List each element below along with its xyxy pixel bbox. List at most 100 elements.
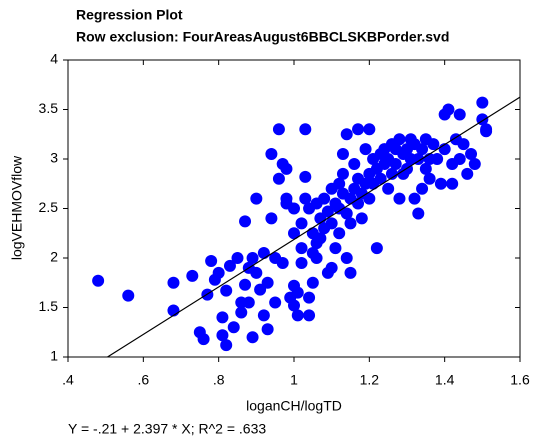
point <box>265 212 278 225</box>
point <box>261 276 274 289</box>
point <box>408 192 421 205</box>
point <box>412 207 425 220</box>
y-tick-label: 2 <box>50 249 58 265</box>
point <box>269 296 282 309</box>
point <box>246 331 259 344</box>
point <box>265 148 278 161</box>
point <box>310 252 323 264</box>
point <box>272 172 285 185</box>
x-tick-label: 1.6 <box>510 372 530 388</box>
point <box>272 123 285 136</box>
point <box>453 108 466 121</box>
point <box>427 138 440 151</box>
point <box>416 182 429 195</box>
point <box>344 217 357 230</box>
y-tick-label: 4 <box>50 51 58 67</box>
chart-subtitle: Row exclusion: FourAreasAugust6BBCLSKBPo… <box>76 29 449 45</box>
regression-line <box>107 96 521 358</box>
point <box>250 266 263 279</box>
point <box>333 227 346 240</box>
x-tick-label: 1.2 <box>360 372 380 388</box>
point <box>250 192 263 205</box>
x-tick-label: 1.4 <box>435 372 455 388</box>
point <box>393 133 406 146</box>
point <box>220 284 233 297</box>
point <box>227 321 240 334</box>
point <box>318 192 331 205</box>
point <box>457 138 470 151</box>
y-tick-label: 3 <box>50 150 58 166</box>
point <box>480 125 493 138</box>
point <box>468 157 481 170</box>
point <box>434 177 447 190</box>
point <box>325 261 338 274</box>
point <box>223 259 236 272</box>
point <box>122 289 135 302</box>
point <box>205 254 218 267</box>
fit-equation: Y = -.21 + 2.397 * X; R^2 = .633 <box>68 421 266 437</box>
point <box>363 192 376 205</box>
point <box>385 167 398 180</box>
point <box>340 252 353 264</box>
point <box>235 306 248 319</box>
y-tick-label: 1.5 <box>39 298 59 314</box>
point <box>370 242 383 255</box>
y-tick-label: 1 <box>50 348 58 364</box>
point <box>299 123 312 136</box>
point <box>299 170 312 183</box>
point <box>303 309 316 322</box>
point <box>382 182 395 195</box>
point <box>186 269 199 282</box>
point <box>288 299 300 312</box>
x-tick-label: .4 <box>62 372 74 388</box>
x-tick-label: .6 <box>137 372 149 388</box>
point <box>303 291 316 304</box>
point <box>257 247 270 260</box>
point <box>348 157 361 170</box>
point <box>276 256 289 269</box>
y-axis-label: logVEHMOVflow <box>9 155 25 260</box>
point <box>92 274 105 287</box>
point <box>220 339 233 352</box>
point <box>242 296 255 309</box>
point <box>306 276 319 289</box>
point <box>231 252 244 264</box>
point <box>314 232 327 245</box>
point <box>295 217 308 230</box>
point <box>359 143 372 156</box>
x-tick-label: .8 <box>213 372 225 388</box>
point <box>412 153 425 165</box>
point <box>393 192 406 205</box>
point <box>355 212 368 225</box>
point <box>325 217 338 230</box>
point <box>389 157 402 170</box>
point <box>419 162 432 175</box>
point <box>295 256 308 269</box>
point <box>321 205 334 218</box>
point <box>453 153 466 165</box>
point <box>465 148 478 161</box>
point <box>295 242 308 255</box>
x-tick-label: 1 <box>290 372 298 388</box>
point <box>280 192 293 205</box>
point <box>336 148 349 161</box>
point <box>431 153 444 165</box>
x-axis-label: loganCH/logTD <box>246 398 342 414</box>
y-tick-label: 2.5 <box>39 199 59 215</box>
point <box>442 103 455 116</box>
point <box>344 266 357 279</box>
point <box>261 323 274 336</box>
point <box>167 304 180 317</box>
point <box>374 172 387 185</box>
point <box>340 207 353 220</box>
y-tick-label: 3.5 <box>39 100 59 116</box>
point <box>340 128 353 141</box>
point <box>333 177 346 190</box>
point <box>336 167 349 180</box>
point <box>291 309 304 322</box>
point <box>288 202 300 215</box>
point <box>239 278 252 291</box>
point <box>212 266 225 279</box>
chart-title: Regression Plot <box>76 7 183 23</box>
